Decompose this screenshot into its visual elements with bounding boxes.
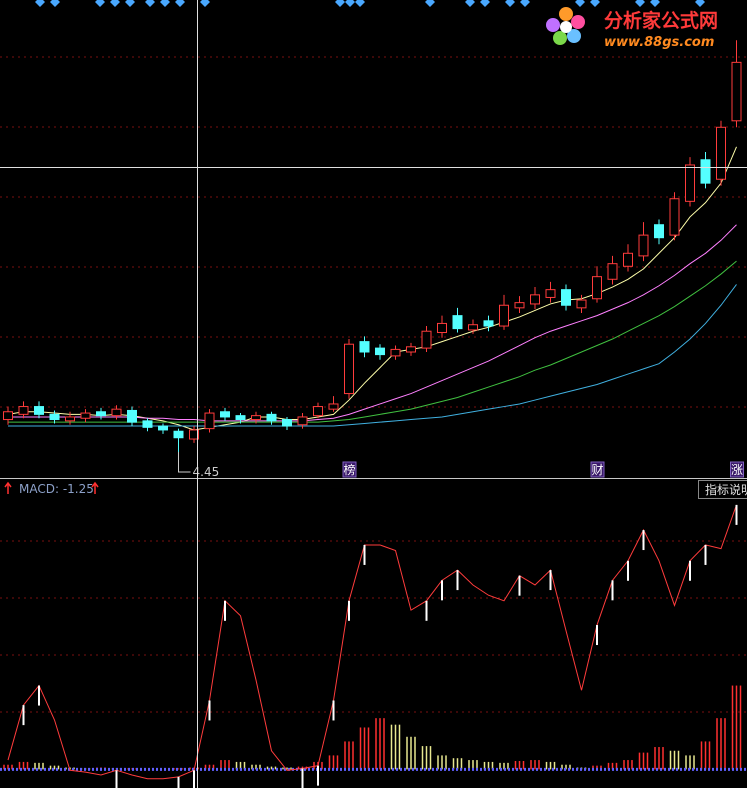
candle-body <box>390 348 401 357</box>
candle-body <box>437 322 447 334</box>
candle-body <box>452 315 463 330</box>
candle-body <box>18 406 29 415</box>
top-marker <box>345 0 355 7</box>
top-marker <box>635 0 645 7</box>
top-marker <box>480 0 490 7</box>
top-marker <box>35 0 45 7</box>
top-marker <box>125 0 135 7</box>
top-marker <box>590 0 600 7</box>
macd-line <box>7 504 737 780</box>
candle-body <box>607 263 618 280</box>
macd-panel <box>0 504 747 788</box>
candle-body <box>359 341 370 353</box>
candle-body <box>297 416 308 426</box>
candle-body <box>375 347 385 356</box>
logo-flower <box>546 7 585 45</box>
candle-body <box>468 324 478 331</box>
top-marker <box>505 0 515 7</box>
logo: 分析家公式网 www.88gs.com <box>546 7 718 50</box>
min-price-label: 4.45 <box>193 465 220 479</box>
candle-body <box>654 224 664 239</box>
candle-body <box>235 415 246 421</box>
candle-body <box>483 320 494 327</box>
moving-average-line <box>8 284 737 427</box>
top-marker <box>175 0 185 7</box>
candle-body <box>669 198 680 236</box>
candle-body <box>80 412 91 419</box>
top-marker <box>575 0 585 7</box>
candle-body <box>96 411 106 417</box>
price-grid <box>0 56 747 713</box>
candle-body <box>638 234 649 257</box>
candle-body <box>49 413 60 421</box>
candle-body <box>731 61 742 122</box>
event-label: 榜 <box>344 462 356 477</box>
help-button[interactable] <box>698 480 747 499</box>
candle-body <box>623 252 633 267</box>
candle-body <box>406 346 416 353</box>
candle-body <box>576 299 587 309</box>
candle-body <box>266 413 277 422</box>
candle-body <box>220 411 230 418</box>
candle-body <box>204 412 215 430</box>
top-marker <box>650 0 660 7</box>
macd-header: MACD: -1.25 指标说明 <box>4 480 747 499</box>
top-markers <box>35 0 705 7</box>
event-badge <box>730 461 744 478</box>
top-marker <box>355 0 365 7</box>
candle-body <box>173 430 184 439</box>
candle-body <box>421 330 432 349</box>
logo-url: www.88gs.com <box>604 35 714 50</box>
arrow-icon <box>4 481 12 494</box>
candle-body <box>3 411 13 421</box>
candle-body <box>34 406 44 415</box>
candle-body <box>282 419 292 427</box>
candle-body <box>545 289 556 298</box>
help-button-label[interactable]: 指标说明 <box>705 482 747 497</box>
top-marker <box>160 0 170 7</box>
top-marker <box>200 0 210 7</box>
event-badge <box>590 461 605 478</box>
candle-body <box>142 420 153 428</box>
top-marker <box>465 0 475 7</box>
top-marker <box>425 0 435 7</box>
candle-body <box>313 406 323 417</box>
top-marker <box>110 0 120 7</box>
candle-body <box>344 343 354 395</box>
event-label: 财 <box>592 463 604 477</box>
candle-body <box>111 408 122 417</box>
candle-body <box>561 289 571 306</box>
candle-body <box>514 302 525 309</box>
candle-body <box>685 164 695 202</box>
top-marker <box>50 0 60 7</box>
arrow-icon <box>91 481 99 494</box>
price-panel: 4.45 榜 财 涨 <box>3 40 744 479</box>
event-label: 涨 <box>731 462 743 477</box>
candle-body <box>127 409 137 423</box>
candle-body <box>700 159 711 184</box>
candle-body <box>499 304 509 327</box>
macd-title: MACD: -1.25 <box>19 482 94 496</box>
candle-body <box>328 403 339 410</box>
candle-body <box>592 276 602 300</box>
top-marker <box>335 0 345 7</box>
candle-body <box>158 425 168 431</box>
candle-body <box>716 126 726 180</box>
event-badge <box>342 461 357 478</box>
top-marker <box>695 0 705 7</box>
candle-body <box>530 294 540 305</box>
logo-title: 分析家公式网 <box>604 9 718 32</box>
candle-body <box>251 415 261 421</box>
top-marker <box>95 0 105 7</box>
candle-body <box>65 416 75 422</box>
min-leader <box>178 452 191 473</box>
candle-body <box>189 429 199 440</box>
top-marker <box>145 0 155 7</box>
top-marker <box>520 0 530 7</box>
